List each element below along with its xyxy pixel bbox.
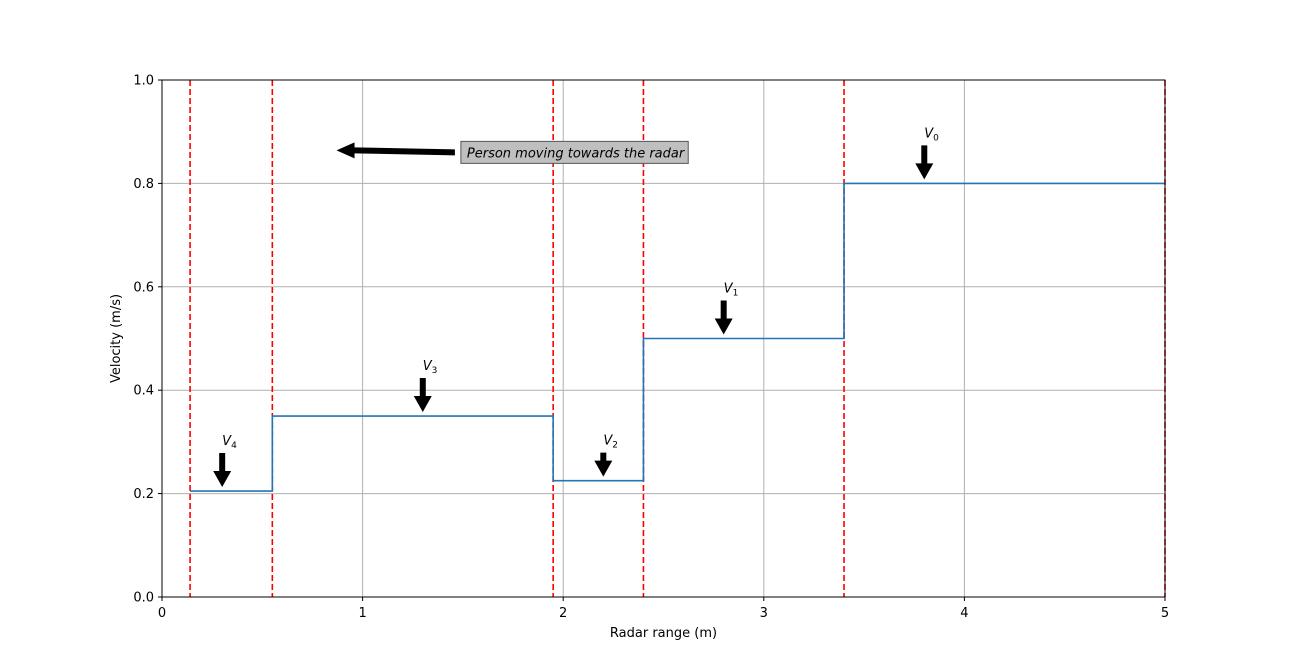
y-tick-label: 1.0 — [133, 74, 154, 89]
x-axis-label: Radar range (m) — [610, 626, 717, 641]
velocity-annotation: V1 — [714, 282, 739, 335]
annotations: V4 V3 V2 V1 V0 Person moving towards the rada… — [213, 126, 939, 488]
x-tick-label: 1 — [358, 606, 366, 621]
velocity-annotation: V3 — [413, 359, 438, 413]
x-tick-label: 0 — [158, 606, 166, 621]
down-arrow-icon — [213, 453, 232, 488]
callout-box — [460, 140, 689, 164]
callout-text: Person moving towards the radar — [467, 146, 686, 161]
x-tick-label: 4 — [960, 606, 968, 621]
velocity-annotation: V2 — [594, 434, 618, 477]
axes — [161, 79, 1166, 598]
series — [190, 182, 1165, 492]
annotation-label: V3 — [423, 359, 438, 376]
y-tick-label: 0.4 — [133, 384, 154, 399]
velocity-annotation: V0 — [915, 126, 939, 180]
y-tick-label: 0.8 — [133, 177, 154, 192]
x-tick-label: 5 — [1161, 606, 1169, 621]
x-tick-label: 2 — [559, 606, 567, 621]
y-tick-label: 0.2 — [133, 487, 154, 502]
ticks: 0 1 2 3 4 5 0.0 0.2 0.4 0.6 0.8 1.0 — [133, 74, 1169, 622]
y-axis-label: Velocity (m/s) — [109, 294, 124, 383]
down-arrow-icon — [714, 300, 733, 335]
annotation-label: V4 — [222, 434, 237, 451]
y-tick-label: 0.6 — [133, 280, 154, 295]
down-arrow-icon — [413, 378, 432, 413]
annotation-label: V1 — [724, 282, 739, 299]
velocity-step-line — [190, 182, 1165, 492]
down-arrow-icon — [915, 145, 934, 180]
annotation-label: V2 — [603, 434, 618, 451]
plot-frame — [161, 79, 1166, 598]
y-tick-label: 0.0 — [133, 591, 154, 606]
x-tick-label: 3 — [760, 606, 768, 621]
callout: Person moving towards the radar — [336, 140, 689, 164]
annotation-label: V0 — [924, 126, 939, 143]
left-arrow-icon — [336, 142, 455, 159]
velocity-annotation: V4 — [213, 434, 237, 488]
down-arrow-icon — [594, 452, 613, 477]
